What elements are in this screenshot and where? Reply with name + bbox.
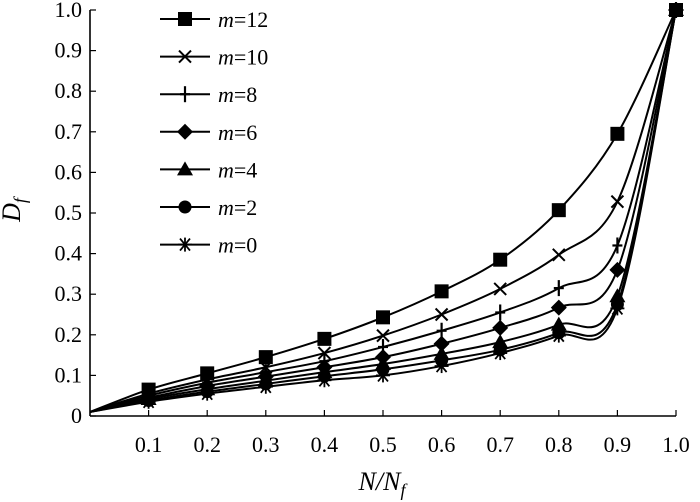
series-line-1 [89, 9, 677, 413]
series-markers [140, 2, 684, 409]
x-tick-label: 0.8 [545, 432, 573, 457]
data-point [434, 307, 449, 322]
x-tick-label: 0.3 [252, 432, 280, 457]
data-point [376, 328, 390, 343]
x-tick-label: 0.9 [604, 432, 632, 457]
y-tick-label: 0.9 [55, 38, 83, 63]
x-tick-label: 0.4 [311, 432, 339, 457]
legend-marker [178, 49, 192, 64]
data-point [434, 359, 449, 374]
data-point [612, 237, 623, 254]
data-point [609, 288, 626, 303]
legend-entry: m=4 [160, 157, 257, 182]
data-point [610, 194, 625, 209]
legend-entry: m=12 [160, 7, 268, 32]
legend-marker [177, 161, 193, 176]
legend-entry: m=6 [160, 120, 257, 145]
tick-labels: 0.1 0.2 0.3 0.4 0.5 0.6 0.7 0.8 0.9 1.0 0 0.1 0.2 0.3… [55, 0, 690, 457]
data-point [141, 394, 156, 409]
data-point [552, 248, 566, 262]
data-point [493, 282, 507, 296]
axes [89, 9, 677, 417]
data-point [610, 301, 625, 316]
data-point [317, 331, 332, 346]
legend-label: m=10 [218, 45, 268, 70]
data-point [492, 334, 509, 349]
data-point [434, 284, 449, 299]
data-point [317, 346, 332, 360]
y-tick-label: 0.8 [55, 78, 83, 103]
legend-entry: m=2 [160, 195, 257, 220]
legend-entry: m=0 [160, 233, 257, 258]
data-point [551, 328, 566, 343]
data-point [609, 261, 626, 278]
data-point [550, 316, 567, 331]
data-point [610, 126, 625, 141]
legend-marker [178, 12, 192, 26]
x-tick-label: 0.6 [428, 432, 456, 457]
y-tick-label: 0.1 [55, 362, 83, 387]
data-point [553, 280, 564, 297]
legend: m=12 m=10 m=8 m=6 m=4 m=2 m=0 [160, 7, 268, 258]
legend-marker [178, 200, 192, 214]
legend-label: m=0 [218, 233, 257, 258]
data-point [258, 379, 273, 394]
legend-label: m=6 [218, 120, 257, 145]
y-axis-label-main: D [0, 203, 26, 223]
data-point [493, 252, 508, 267]
y-tick-label: 0.6 [55, 159, 83, 184]
x-axis-label-main: N/N [358, 467, 403, 496]
legend-marker [177, 123, 193, 140]
y-tick-label: 0.7 [55, 119, 83, 144]
data-point [492, 319, 509, 336]
data-point [495, 304, 506, 321]
legend-label: m=12 [218, 7, 268, 32]
y-axis-label-sub: f [10, 195, 30, 203]
data-point [550, 299, 567, 316]
data-point [258, 350, 273, 365]
y-tick-label: 0.4 [55, 241, 83, 266]
data-point [376, 368, 390, 383]
x-tick-label: 0.5 [369, 432, 397, 457]
legend-label: m=2 [218, 195, 257, 220]
y-tick-label: 0 [71, 403, 82, 428]
data-point [669, 3, 683, 17]
legend-marker [180, 86, 190, 103]
x-axis-label-sub: f [400, 480, 408, 500]
x-tick-label: 0.2 [193, 432, 221, 457]
legend-label: m=8 [218, 82, 257, 107]
x-tick-label: 0.1 [135, 432, 163, 457]
x-axis-label: N/Nf [358, 467, 409, 500]
y-tick-label: 0.3 [55, 281, 83, 306]
legend-entry: m=8 [160, 82, 257, 107]
y-tick-label: 1.0 [55, 0, 83, 22]
data-point [200, 386, 215, 401]
data-point [433, 335, 450, 352]
data-point [551, 203, 566, 218]
data-point [493, 346, 508, 361]
x-tick-label: 1.0 [662, 432, 690, 457]
legend-label: m=4 [218, 157, 257, 182]
legend-marker [178, 237, 192, 252]
y-tick-label: 0.5 [55, 200, 83, 225]
data-point [376, 310, 390, 325]
y-tick-label: 0.2 [55, 322, 83, 347]
y-axis-label: Df [0, 195, 30, 223]
x-tick-label: 0.7 [486, 432, 514, 457]
data-point [317, 373, 332, 388]
legend-entry: m=10 [160, 45, 268, 70]
